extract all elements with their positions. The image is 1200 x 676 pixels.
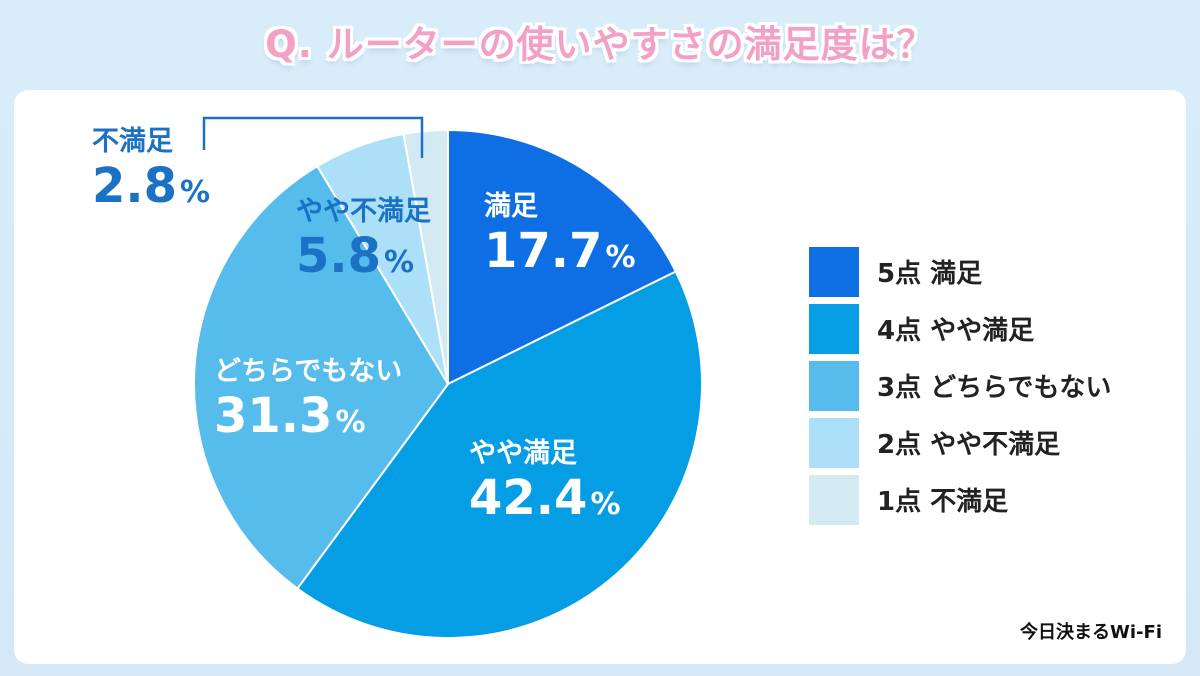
pie-slice — [402, 128, 449, 385]
slice-label: やや満足 — [469, 438, 577, 469]
legend-swatch — [809, 360, 859, 411]
slice-label: 不満足 — [92, 126, 173, 157]
legend-label: 1点 不満足 — [877, 487, 1009, 517]
pie-slice — [296, 270, 703, 640]
legend-swatch — [809, 474, 859, 525]
legend-label: 4点 やや満足 — [877, 316, 1035, 346]
legend-item: 3点 どちらでもない — [809, 357, 1111, 414]
source-credit: 今日決まるWi-Fi — [1020, 622, 1162, 643]
slice-value: 2.8% — [92, 158, 210, 214]
legend-swatch — [809, 303, 859, 354]
legend-item: 4点 やや満足 — [809, 300, 1111, 357]
legend-item: 1点 不満足 — [809, 471, 1111, 528]
slice-value: 42.4% — [469, 470, 621, 526]
legend-label: 2点 やや不満足 — [877, 430, 1061, 460]
slice-label: どちらでもない — [214, 356, 402, 387]
legend-swatch — [809, 246, 859, 297]
slice-value: 31.3% — [214, 388, 366, 444]
legend-swatch — [809, 417, 859, 468]
legend-label: 5点 満足 — [877, 259, 983, 289]
legend-item: 5点 満足 — [809, 243, 1111, 300]
slice-label: 満足 — [484, 191, 538, 222]
pie-slice — [447, 128, 678, 386]
slice-value: 5.8% — [296, 228, 414, 284]
chart-title: Q. ルーターの使いやすさの満足度は？ — [265, 23, 935, 66]
legend: 5点 満足 4点 やや満足 3点 どちらでもない 2点 やや不満足 1点 不満足 — [809, 243, 1111, 528]
legend-label: 3点 どちらでもない — [877, 373, 1112, 403]
slice-value: 17.7% — [484, 223, 636, 279]
slice-label: やや不満足 — [296, 196, 431, 227]
callout-line — [202, 116, 424, 158]
legend-item: 2点 やや不満足 — [809, 414, 1111, 471]
pie-slice — [192, 164, 450, 590]
chart-panel: 満足 17.7% やや満足 42.4% どちらでもない 31.3% やや不満足 5.8% 不満足… — [14, 90, 1186, 664]
